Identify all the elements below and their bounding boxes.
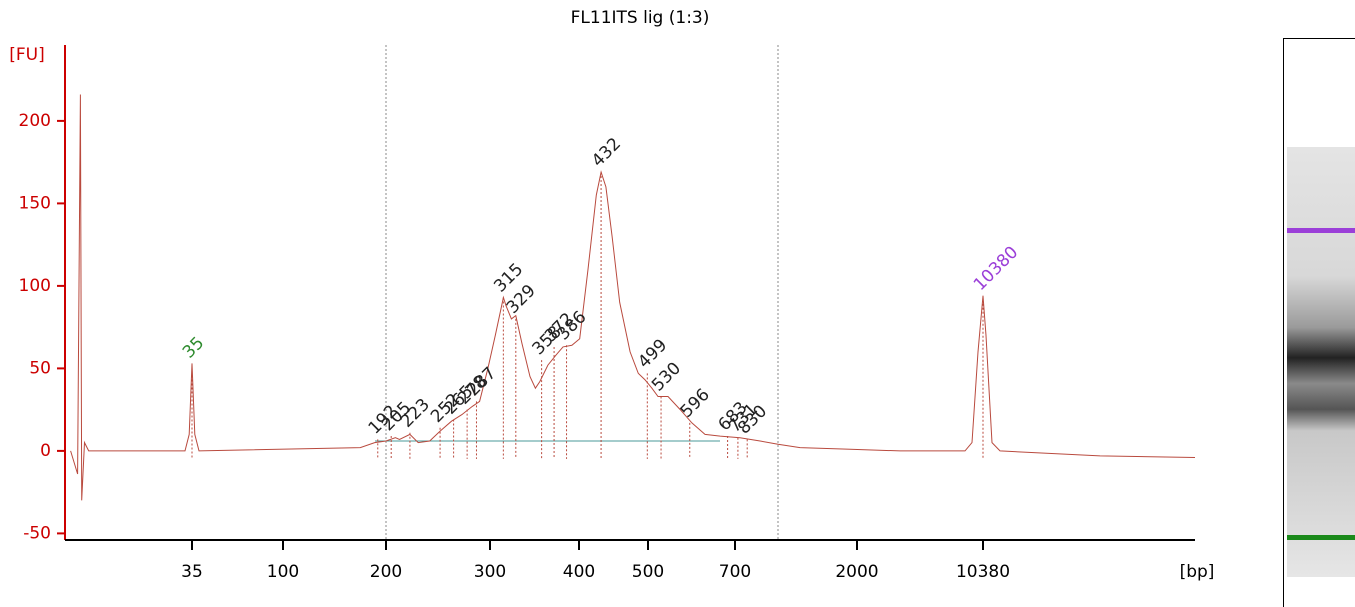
y-tick-label: 200 <box>19 111 51 131</box>
y-tick-label: 100 <box>19 276 51 296</box>
gel-bands <box>1287 147 1355 577</box>
trace <box>70 94 1196 501</box>
y-axis-label: [FU] <box>9 45 45 65</box>
y-tick-label: 50 <box>29 358 51 378</box>
x-tick-label: 35 <box>181 562 203 582</box>
chart-title: FL11ITS lig (1:3) <box>571 8 710 28</box>
peak-label: 10380 <box>970 242 1022 294</box>
peak-label: 35 <box>179 333 208 362</box>
x-tick-label: 100 <box>267 562 299 582</box>
y-tick-label: 0 <box>40 441 51 461</box>
x-axis-label: [bp] <box>1180 562 1215 582</box>
gel-lane <box>1283 38 1355 607</box>
upper-marker-band <box>1287 228 1355 233</box>
x-tick-label: 200 <box>370 562 402 582</box>
x-tick-label: 400 <box>563 562 595 582</box>
y-tick-label: -50 <box>23 523 51 543</box>
lower-marker-band <box>1287 535 1355 540</box>
peak-label: 432 <box>588 134 625 171</box>
x-tick-label: 10380 <box>956 562 1010 582</box>
peak-label: 596 <box>677 385 714 422</box>
x-tick-label: 700 <box>719 562 751 582</box>
x-tick-label: 500 <box>632 562 664 582</box>
x-tick-label: 2000 <box>835 562 878 582</box>
y-tick-label: 150 <box>19 193 51 213</box>
x-tick-label: 300 <box>474 562 506 582</box>
